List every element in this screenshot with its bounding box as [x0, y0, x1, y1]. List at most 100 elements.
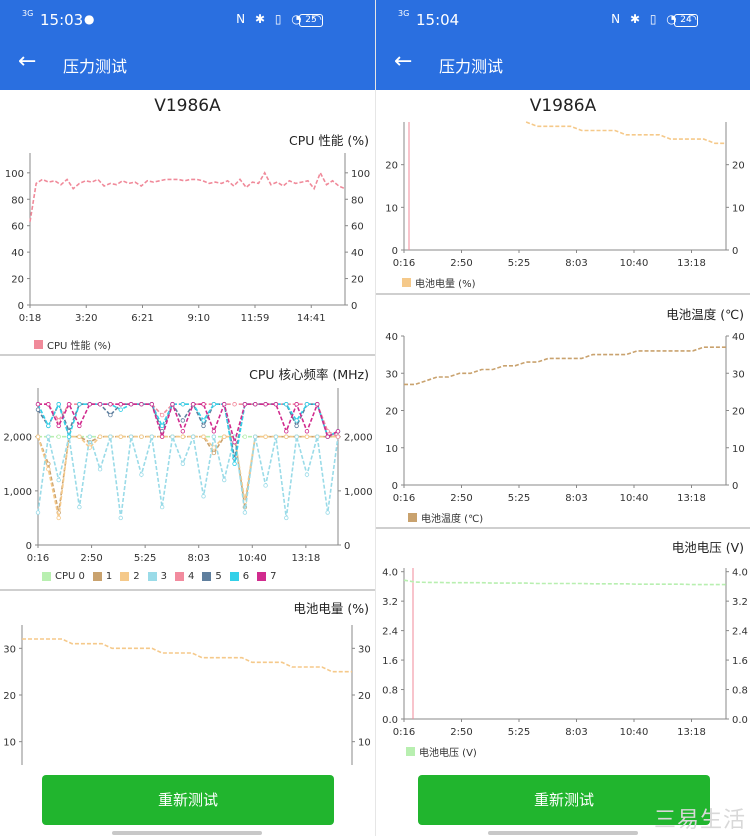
data-point [159, 504, 165, 510]
y-tick-label: 0 [732, 246, 738, 257]
data-point [149, 402, 154, 407]
section-divider [0, 354, 375, 356]
clock: 15:04 [416, 11, 460, 29]
data-point [211, 402, 217, 407]
y-tick-label: 0.0 [732, 715, 748, 726]
y-tick-label: 40 [11, 248, 24, 259]
section-divider [376, 527, 750, 529]
x-tick-label: 0:16 [393, 493, 415, 504]
data-point [87, 434, 92, 439]
y-tick-label: 20 [732, 161, 745, 172]
data-point [139, 472, 144, 477]
y-tick-label: 1.6 [382, 656, 398, 667]
app-bar: ← 压力测试 [376, 40, 750, 90]
arrow-left-icon[interactable]: ← [18, 49, 37, 74]
data-point [35, 510, 41, 515]
data-point [201, 418, 206, 423]
data-point [325, 434, 330, 439]
data-point [232, 461, 237, 466]
cpu-performance-chart: 0 0 20 20 40 40 60 60 80 80 100 100 0:18 3:20 6:21 9:10… [5, 153, 370, 324]
data-point [284, 402, 289, 407]
legend-label: 5 [215, 571, 222, 582]
x-tick-label: 5:25 [508, 258, 530, 269]
series-line [29, 170, 346, 222]
y-tick-label: 20 [385, 407, 398, 418]
legend-item: 7 [257, 571, 277, 582]
data-point [190, 402, 196, 407]
y-tick-label: 10 [732, 444, 745, 455]
x-tick-label: 6:21 [131, 313, 153, 324]
data-point [118, 402, 123, 407]
legend-swatch [408, 513, 417, 522]
legend-item: 5 [202, 571, 222, 582]
y-tick-label: 30 [385, 369, 398, 380]
home-indicator [488, 831, 638, 835]
status-bar: 3G 15:03 ● N ✱ ▯ ◔ ◠ 25 [0, 0, 375, 40]
y-tick-label: 40 [385, 332, 398, 343]
y-tick-label: 80 [11, 195, 24, 206]
legend-label: 电池电量 (%) [415, 279, 476, 290]
data-point [118, 407, 123, 412]
legend-label: 电池温度 (℃) [421, 514, 484, 525]
page-title: 压力测试 [439, 57, 504, 76]
y-tick-label: 10 [732, 203, 745, 214]
legend-item: 2 [120, 571, 140, 582]
data-point [77, 434, 82, 439]
data-point [253, 402, 258, 407]
cpu-perf-title: CPU 性能 (%) [289, 133, 369, 148]
data-point [304, 429, 310, 434]
x-tick-label: 11:59 [241, 313, 270, 324]
data-point [159, 423, 165, 429]
data-point [190, 434, 196, 439]
y-tick-label: 2,000 [3, 433, 32, 444]
y-tick-label: 0 [392, 246, 398, 257]
data-point [46, 434, 51, 439]
data-point [35, 434, 41, 439]
y-tick-label: 4.0 [732, 568, 748, 579]
data-point [139, 402, 144, 407]
y-tick-label: 1.6 [732, 656, 748, 667]
data-point [97, 402, 103, 407]
y-tick-label: 20 [351, 275, 364, 286]
legend-swatch [42, 572, 51, 581]
series-line [525, 121, 726, 145]
data-point [128, 402, 134, 407]
retest-button[interactable]: 重新测试 [42, 775, 334, 825]
legend-swatch [402, 278, 411, 287]
y-tick-label: 1,000 [344, 487, 373, 498]
y-tick-label: 0.8 [732, 686, 748, 697]
data-point [325, 510, 330, 515]
arrow-left-icon[interactable]: ← [394, 49, 413, 74]
legend-label: CPU 性能 (%) [47, 341, 111, 352]
data-point [222, 402, 227, 407]
legend-item: 4 [175, 571, 194, 582]
y-tick-label: 0 [18, 301, 24, 312]
data-point [232, 439, 237, 445]
data-point [294, 418, 299, 423]
data-point [201, 423, 206, 429]
data-point [46, 461, 51, 466]
y-tick-label: 0 [26, 541, 32, 552]
data-point [180, 418, 186, 423]
cpu-freq-title: CPU 核心频率 (MHz) [249, 367, 369, 382]
x-tick-label: 10:40 [238, 553, 267, 564]
x-tick-label: 3:20 [75, 313, 97, 324]
data-point [335, 434, 341, 439]
data-point [66, 434, 72, 439]
data-point [35, 402, 41, 407]
data-point [97, 467, 103, 472]
battery-volt-legend: 电池电压 (V) [406, 744, 485, 759]
x-tick-label: 2:50 [450, 258, 472, 269]
battery-voltage-chart: 0.0 0.0 0.8 0.8 1.6 1.6 2.4 2.4 3.2 3.2 4.0 4.0 0:16… [382, 568, 748, 738]
home-indicator [112, 831, 262, 835]
data-point [242, 434, 248, 439]
legend-item: 1 [92, 571, 112, 582]
y-tick-label: 20 [3, 691, 16, 702]
y-tick-label: 40 [351, 248, 364, 259]
y-tick-label: 0 [351, 301, 357, 312]
data-point [170, 434, 175, 439]
series-line [404, 346, 726, 386]
retest-button[interactable]: 重新测试 [418, 775, 710, 825]
data-point [66, 402, 72, 407]
data-point [180, 461, 186, 466]
